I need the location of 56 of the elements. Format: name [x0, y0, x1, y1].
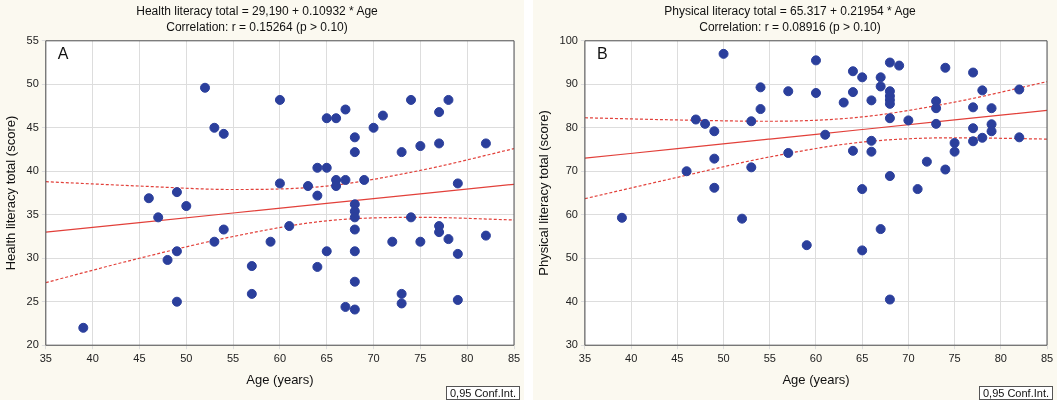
y-tick-label: 35	[26, 207, 39, 220]
x-axis-title: Age (years)	[246, 371, 314, 387]
x-tick-label: 35	[39, 351, 52, 364]
y-tick-label: 50	[565, 251, 578, 264]
y-tick-label: 25	[26, 294, 39, 307]
x-tick-label: 85	[1040, 351, 1054, 364]
y-tick-label: 20	[26, 338, 39, 351]
x-tick-label: 80	[461, 351, 474, 364]
chart-title: Physical literacy total = 65.317 + 0.21954 * Age	[664, 3, 917, 18]
line-series	[584, 137, 1047, 200]
x-tick-label: 60	[273, 351, 287, 364]
annotation: A	[57, 45, 69, 63]
x-tick-label: 45	[671, 351, 684, 364]
x-tick-label: 65	[320, 351, 333, 364]
x-tick-label: 50	[180, 351, 193, 364]
y-tick-label: 45	[26, 120, 39, 133]
line-series	[584, 109, 1047, 159]
chart-subtitle: Correlation: r = 0.08916 (p > 0.10)	[699, 19, 881, 34]
line-series	[45, 183, 514, 233]
x-tick-label: 70	[367, 351, 380, 364]
annotation: B	[596, 45, 608, 63]
x-tick-label: 40	[86, 351, 99, 364]
text: 0,95 Conf.Int.	[978, 386, 1053, 400]
y-tick-label: 100	[559, 33, 578, 46]
y-tick-label: 60	[565, 207, 578, 220]
x-tick-label: 80	[994, 351, 1007, 364]
x-axis-title: Age (years)	[782, 371, 850, 387]
x-tick-label: 45	[133, 351, 146, 364]
y-tick-label: 40	[565, 294, 578, 307]
chart-subtitle: Correlation: r = 0.15264 (p > 0.10)	[166, 19, 348, 34]
x-tick-label: 65	[856, 351, 869, 364]
y-tick-label: 30	[565, 338, 578, 351]
x-tick-label: 75	[948, 351, 961, 364]
y-tick-label: 90	[565, 77, 578, 90]
x-tick-label: 40	[625, 351, 638, 364]
y-axis-title: Health literacy total (score)	[3, 115, 19, 271]
x-tick-label: 85	[507, 351, 521, 364]
x-tick-label: 60	[809, 351, 823, 364]
y-tick-label: 55	[26, 33, 39, 46]
line-series	[584, 81, 1047, 122]
y-tick-label: 70	[565, 164, 578, 177]
y-tick-label: 80	[565, 120, 578, 133]
y-axis-title: Physical literacy total (score)	[536, 110, 552, 276]
text: 0,95 Conf.Int.	[445, 386, 520, 400]
x-tick-label: 55	[763, 351, 776, 364]
y-tick-label: 30	[26, 251, 39, 264]
line-series	[45, 216, 514, 284]
x-tick-label: 55	[226, 351, 240, 364]
chart-title: Health literacy total = 29,190 + 0.10932 * Age	[136, 3, 379, 18]
x-tick-label: 75	[414, 351, 427, 364]
y-tick-label: 40	[26, 164, 39, 177]
y-tick-label: 50	[26, 77, 39, 90]
x-tick-label: 70	[902, 351, 915, 364]
line-series	[45, 148, 514, 191]
x-tick-label: 35	[578, 351, 592, 364]
x-tick-label: 50	[717, 351, 730, 364]
